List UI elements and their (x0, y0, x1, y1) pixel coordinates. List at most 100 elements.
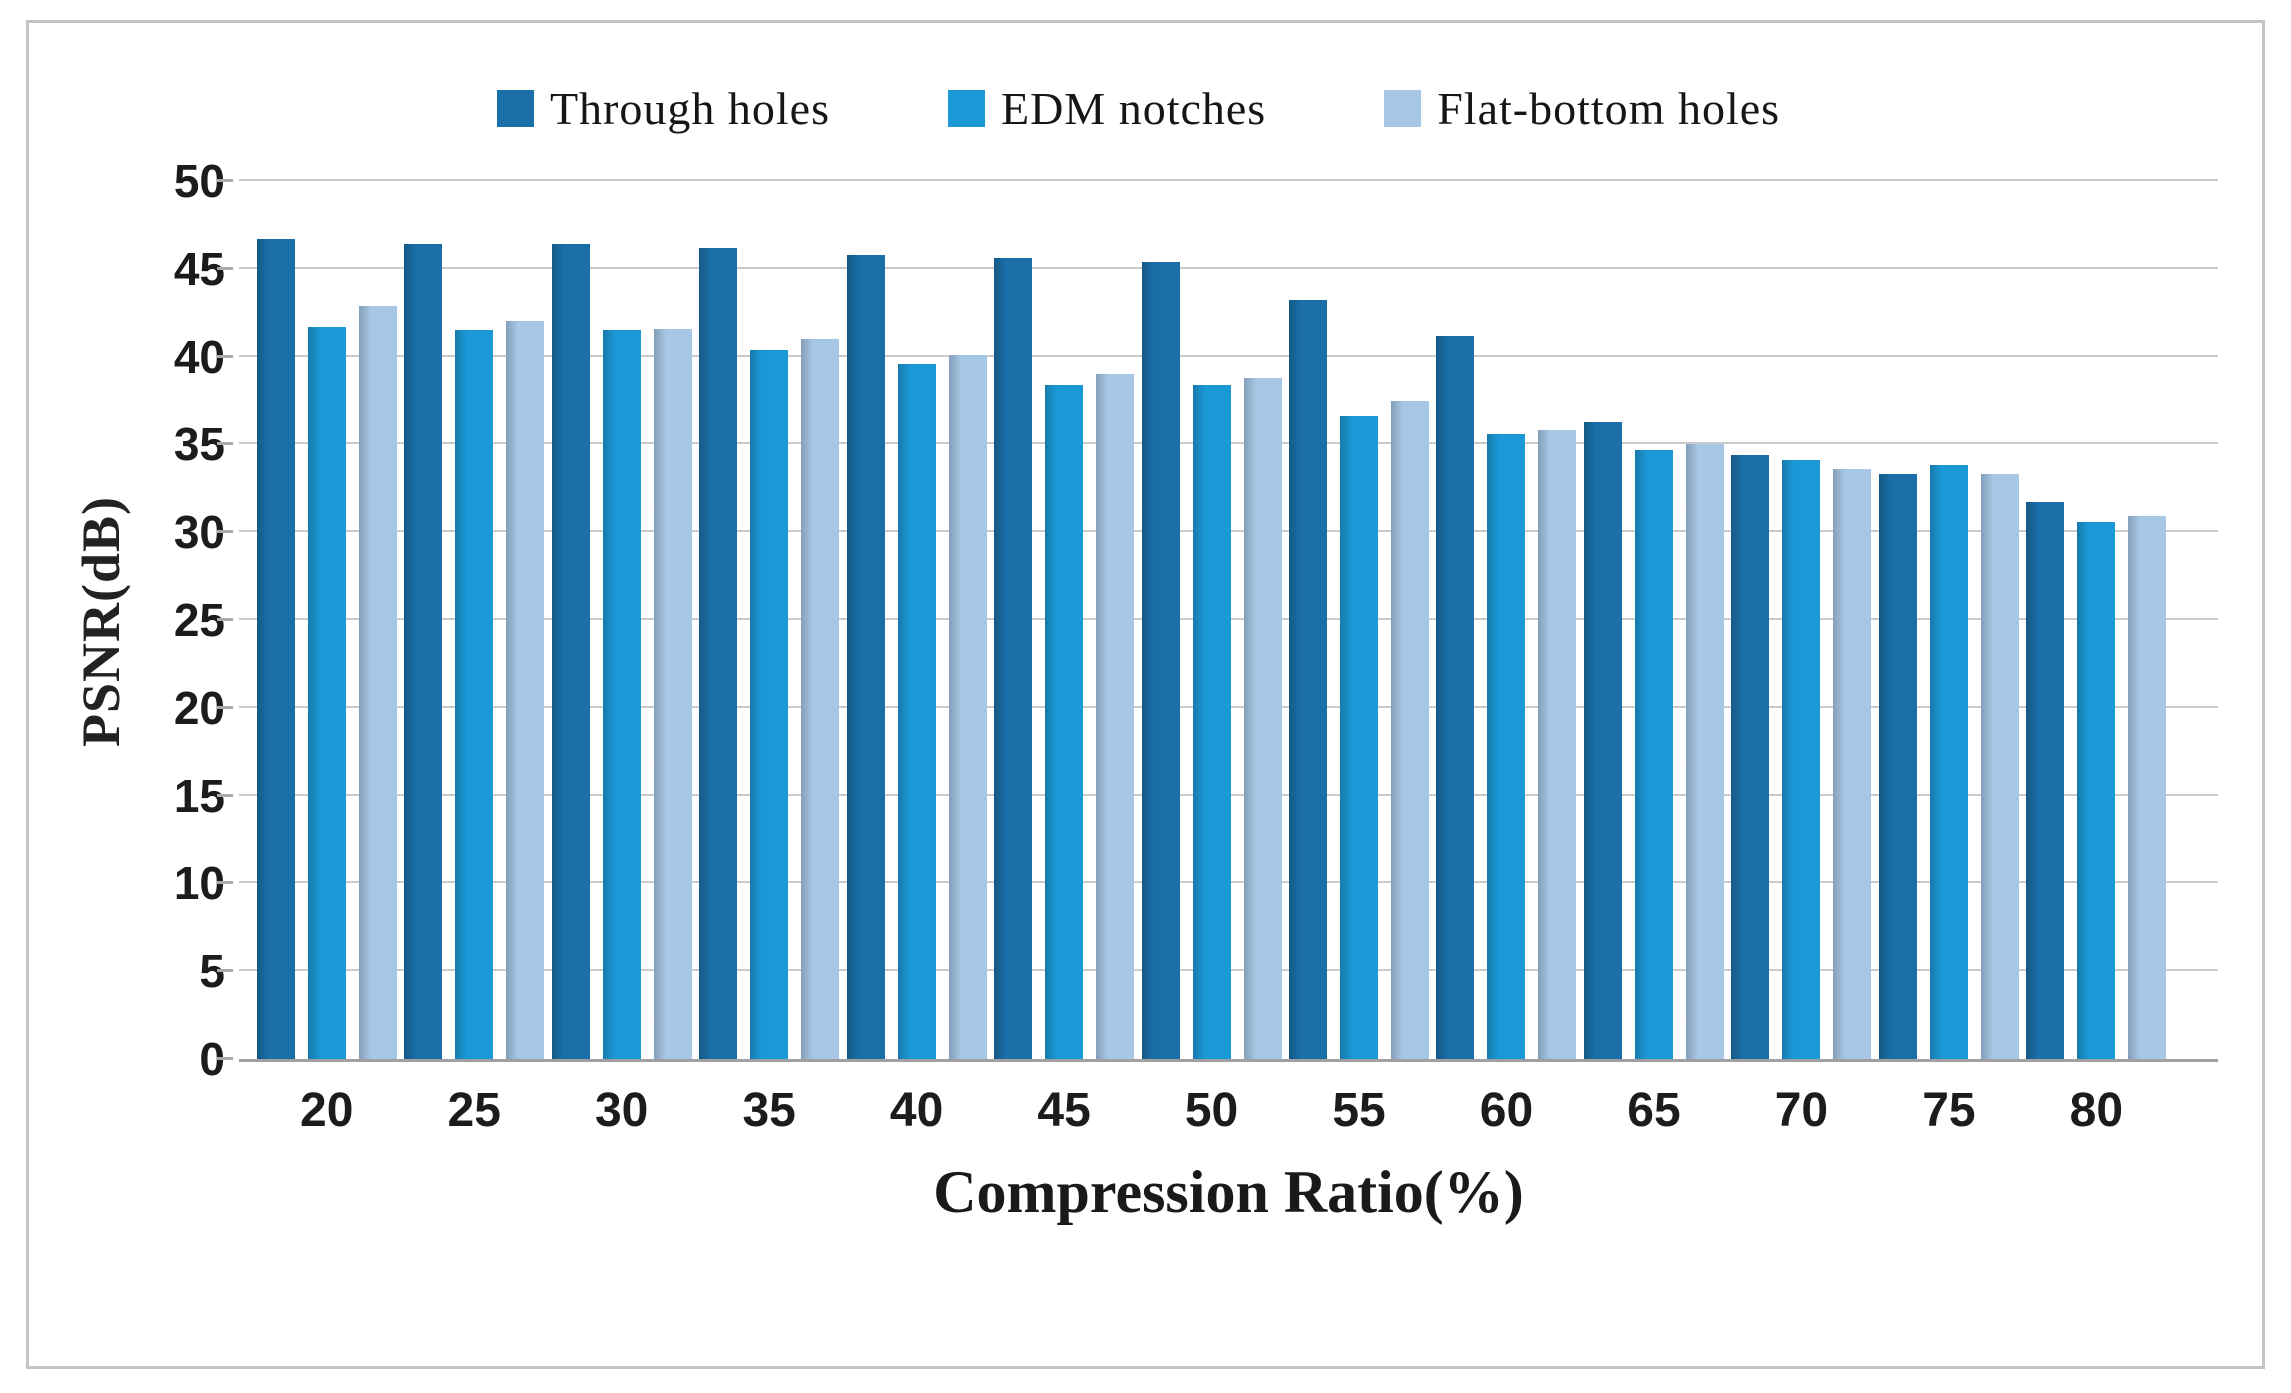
bar (1731, 454, 1770, 1059)
bar (307, 326, 346, 1059)
plot-area (217, 179, 2218, 1062)
bar (846, 254, 885, 1059)
legend-swatch (947, 89, 985, 127)
y-tick-mark (217, 530, 233, 534)
bar (551, 244, 590, 1059)
y-tick-mark (217, 793, 233, 797)
x-tick-label: 50 (1184, 1083, 1239, 1137)
bar-group (253, 181, 400, 1059)
x-tick-label: 45 (1037, 1083, 1091, 1137)
gridline (239, 266, 2218, 269)
bar (455, 330, 494, 1059)
bar (994, 258, 1033, 1059)
y-tick-mark (217, 179, 233, 182)
bar (1141, 261, 1180, 1059)
legend-swatch (496, 89, 534, 127)
bar (2077, 521, 2116, 1059)
y-tick-label: 50 (173, 155, 225, 207)
y-tick-mark (217, 266, 233, 270)
y-tick-mark (217, 618, 233, 621)
y-tick-label: 20 (173, 681, 225, 734)
legend-item: EDM notches (947, 82, 1267, 135)
bar (1289, 300, 1328, 1059)
bar-group (1728, 181, 1875, 1059)
bar-series-container (239, 181, 2218, 1059)
bar (1929, 465, 1968, 1059)
legend-swatch (1384, 89, 1422, 127)
bar-group (1433, 181, 1580, 1059)
bar (2026, 502, 2065, 1059)
bar (1487, 433, 1526, 1059)
bar (404, 244, 443, 1059)
legend: Through holes EDM notches Flat-bottom hole… (59, 49, 2218, 167)
bar (948, 354, 987, 1059)
bar (358, 305, 397, 1059)
y-axis-title-text: PSNR(dB) (71, 495, 131, 748)
bar (1634, 449, 1673, 1059)
x-tick-label: 80 (2069, 1083, 2124, 1137)
y-tick-label: 45 (173, 242, 225, 295)
chart-area: PSNR(dB) 0 5 10 15 20 25 30 35 40 45 50 (59, 158, 2218, 1082)
x-axis-title-text: Compression Ratio(%) (933, 1159, 1524, 1225)
bar-group (1138, 181, 1285, 1059)
bar (1685, 444, 1724, 1059)
y-tick-label: 15 (173, 769, 225, 822)
x-tick-label: 30 (594, 1083, 649, 1137)
legend-label: Flat-bottom holes (1437, 82, 1781, 134)
bar (1583, 421, 1622, 1059)
bar-group (1285, 181, 1432, 1059)
bar (1340, 416, 1379, 1059)
x-tick-label: 25 (447, 1083, 501, 1137)
x-axis-title: Compression Ratio(%) (239, 1158, 2218, 1268)
y-tick-mark (217, 1057, 233, 1060)
bar-group (1580, 181, 1727, 1059)
legend-item: Flat-bottom holes (1384, 82, 1780, 135)
bar (897, 363, 936, 1059)
gridline (239, 179, 2218, 181)
x-axis-tick-labels: 20 25 30 35 40 45 50 55 60 65 70 75 80 (239, 1062, 2218, 1158)
bar (1096, 374, 1135, 1059)
bar (1045, 384, 1084, 1059)
x-tick-label: 55 (1332, 1083, 1386, 1137)
bar (256, 238, 295, 1059)
bar (1833, 468, 1872, 1059)
bar-group (695, 181, 842, 1059)
legend-label: Through holes (549, 82, 830, 134)
y-tick-label: 25 (173, 594, 225, 646)
bar (506, 321, 545, 1059)
bar (699, 247, 738, 1059)
bar (2128, 516, 2167, 1059)
bar-group (843, 181, 990, 1059)
y-tick-mark (217, 705, 233, 709)
bar (1243, 377, 1282, 1059)
bar-group (2023, 181, 2170, 1059)
legend-label: EDM notches (1000, 82, 1267, 134)
y-tick-label: 30 (173, 506, 225, 559)
bar (801, 339, 840, 1059)
bar (1538, 430, 1577, 1059)
y-tick-mark (217, 881, 233, 885)
y-axis: 0 5 10 15 20 25 30 35 40 45 50 (143, 158, 239, 1082)
y-tick-label: 35 (173, 418, 225, 471)
bar (1391, 400, 1430, 1059)
bar-group (990, 181, 1137, 1059)
bar (1436, 335, 1475, 1059)
bar (1192, 384, 1231, 1059)
bar (1878, 474, 1917, 1059)
x-tick-label: 70 (1774, 1083, 1829, 1137)
y-tick-label: 40 (173, 330, 225, 383)
x-tick-label: 65 (1627, 1083, 1681, 1137)
x-tick-label: 40 (889, 1083, 944, 1137)
legend-item: Through holes (496, 82, 830, 135)
bar (1782, 460, 1821, 1059)
bar (602, 330, 641, 1059)
x-tick-label: 75 (1922, 1083, 1976, 1137)
bar (1980, 474, 2019, 1059)
bar-group (1875, 181, 2022, 1059)
y-tick-mark (217, 354, 233, 358)
x-tick-label: 35 (742, 1083, 796, 1137)
x-tick-label: 60 (1479, 1083, 1534, 1137)
gridline (239, 354, 2218, 357)
x-tick-label: 20 (300, 1083, 354, 1137)
